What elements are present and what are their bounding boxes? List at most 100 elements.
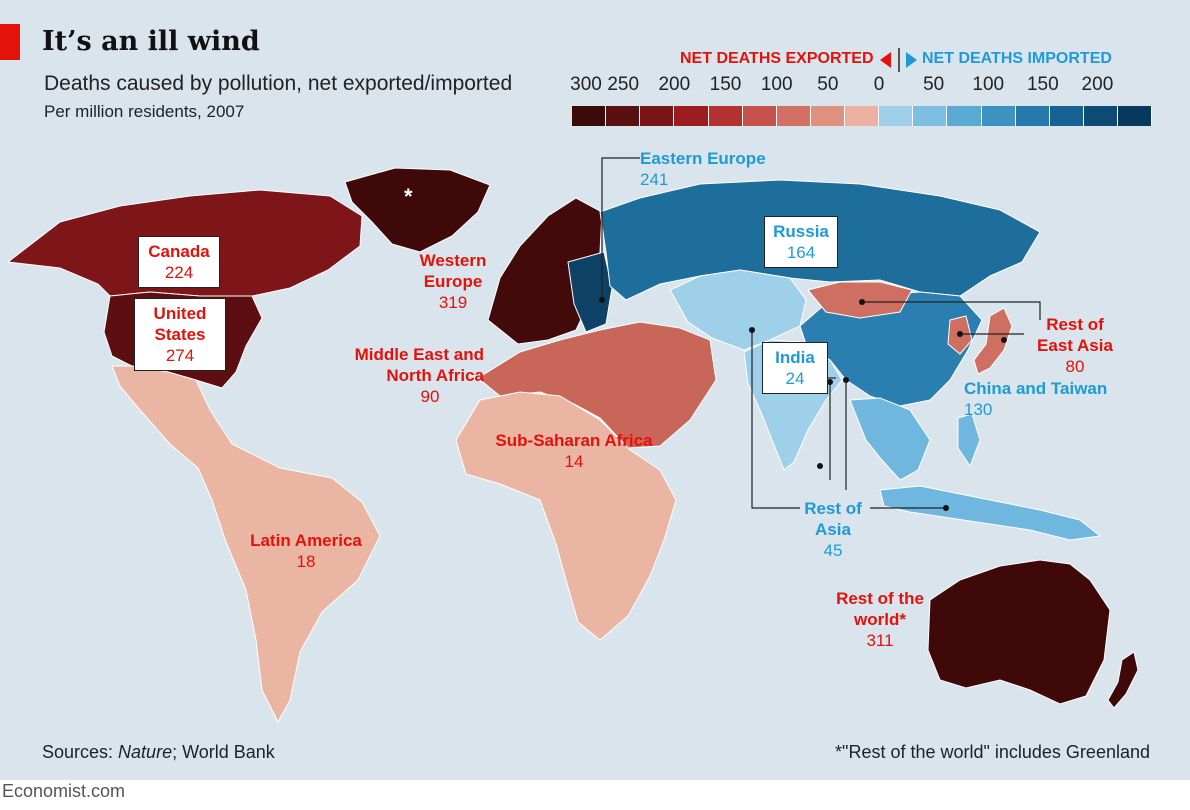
label-canada: Canada 224 (138, 236, 220, 288)
map-frame: It’s an ill wind Deaths caused by pollut… (0, 0, 1190, 780)
region-philippines (957, 413, 981, 468)
legend-swatch-4 (708, 106, 743, 126)
label-rest-asia: Rest of Asia 45 (798, 498, 868, 561)
label-sub-saharan-name: Sub-Saharan Africa (495, 431, 653, 450)
label-latin-america: Latin America 18 (236, 530, 376, 572)
legend-swatch-6 (776, 106, 811, 126)
legend-tick-5: 50 (817, 74, 839, 95)
legend-swatch-10 (913, 106, 948, 126)
region-eastern-europe (567, 251, 613, 333)
label-china-value: 130 (964, 400, 993, 419)
legend-tick-9: 150 (1026, 74, 1059, 95)
label-eastern-europe: Eastern Europe 241 (640, 148, 766, 190)
label-china-name: China and Taiwan (964, 379, 1108, 398)
legend-tick-labels: 300 250 200 150 100 50 0 50 100 150 200 (570, 74, 1152, 100)
label-india-name: India (775, 348, 815, 367)
label-rest-asia-name: Rest of Asia (804, 499, 862, 539)
leader-lines (601, 157, 1041, 509)
sources-italic: Nature (118, 742, 173, 762)
legend-tick-8: 100 (972, 74, 1005, 95)
arrow-right-icon (906, 52, 917, 68)
chart-subtitle: Deaths caused by pollution, net exported… (44, 72, 513, 95)
label-rest-world: Rest of the world* 311 (820, 588, 940, 651)
region-sub-saharan-africa (455, 391, 677, 641)
label-rest-east-asia: Rest of East Asia 80 (1020, 314, 1130, 377)
legend-imported-label: NET DEATHS IMPORTED (922, 50, 1112, 67)
legend-tick-10: 200 (1081, 74, 1114, 95)
label-western-europe: Western Europe 319 (408, 250, 498, 313)
legend-swatch-11 (947, 106, 982, 126)
leader-rest-asia-1 (751, 330, 800, 509)
region-new-zealand (1107, 651, 1139, 709)
label-middle-east: Middle East and North Africa 90 (316, 344, 484, 407)
region-australia (927, 559, 1111, 705)
region-western-europe (487, 197, 603, 345)
label-china: China and Taiwan 130 (964, 378, 1107, 420)
label-western-europe-name: Western Europe (419, 251, 487, 291)
leader-eastern-europe (601, 157, 640, 300)
leader-rest-east-asia (862, 301, 1041, 320)
legend-color-scale (572, 106, 1153, 126)
legend-swatch-13 (1015, 106, 1050, 126)
label-latin-america-name: Latin America (250, 531, 362, 550)
legend-swatch-12 (981, 106, 1016, 126)
chart-title: It’s an ill wind (42, 26, 260, 57)
legend-swatch-5 (742, 106, 777, 126)
legend-swatch-9 (879, 106, 914, 126)
label-latin-america-value: 18 (296, 552, 316, 571)
label-russia: Russia 164 (764, 216, 838, 268)
region-japan (973, 307, 1013, 375)
legend-swatch-3 (674, 106, 709, 126)
sources-prefix: Sources: (42, 742, 119, 762)
chart-subtitle-units: Per million residents, 2007 (44, 102, 245, 121)
legend-swatch-7 (810, 106, 845, 126)
brand-footer: Economist.com (2, 781, 126, 801)
legend-tick-2: 200 (658, 74, 691, 95)
region-indonesia (879, 485, 1102, 541)
label-rest-east-asia-value: 80 (1065, 357, 1085, 376)
label-canada-value: 224 (164, 263, 194, 282)
economist-red-flag (0, 24, 20, 60)
label-united-states-name: United States (153, 304, 207, 344)
legend-tick-3: 150 (709, 74, 742, 95)
label-united-states-value: 274 (165, 346, 195, 365)
sources-note: Sources: Nature; World Bank (42, 742, 275, 763)
region-greenland (344, 167, 491, 253)
label-western-europe-value: 319 (438, 293, 468, 312)
label-rest-world-name: Rest of the world* (836, 589, 924, 629)
legend-swatch-14 (1049, 106, 1084, 126)
legend-swatch-0 (572, 106, 607, 126)
footnote: *"Rest of the world" includes Greenland (835, 742, 1150, 762)
label-rest-east-asia-name: Rest of East Asia (1037, 315, 1113, 355)
label-rest-world-value: 311 (866, 631, 894, 650)
region-latin-america (111, 365, 381, 724)
legend-divider (898, 48, 900, 72)
label-russia-name: Russia (773, 222, 829, 241)
label-rest-asia-value: 45 (823, 541, 843, 560)
legend-tick-1: 250 (607, 74, 640, 95)
arrow-left-icon (880, 52, 891, 68)
sources-suffix: ; World Bank (172, 742, 275, 762)
label-middle-east-value: 90 (420, 387, 440, 406)
legend-tick-6: 0 (873, 74, 885, 95)
legend-swatch-15 (1083, 106, 1118, 126)
legend-swatch-2 (640, 106, 675, 126)
region-southeast-asia (849, 397, 931, 481)
label-united-states: United States 274 (134, 298, 226, 371)
label-india-value: 24 (785, 369, 805, 388)
label-india: India 24 (762, 342, 828, 394)
leader-dots (599, 297, 1007, 511)
label-russia-value: 164 (786, 243, 816, 262)
legend-swatch-16 (1118, 106, 1153, 126)
legend-tick-4: 100 (760, 74, 793, 95)
label-sub-saharan: Sub-Saharan Africa 14 (484, 430, 664, 472)
legend-tick-7: 50 (923, 74, 945, 95)
legend-swatch-8 (845, 106, 880, 126)
legend-exported-label: NET DEATHS EXPORTED (680, 50, 874, 67)
legend-swatch-1 (606, 106, 641, 126)
greenland-asterisk: * (404, 184, 413, 209)
label-canada-name: Canada (148, 242, 210, 261)
label-sub-saharan-value: 14 (564, 452, 584, 471)
label-eastern-europe-name: Eastern Europe (640, 149, 766, 168)
label-middle-east-name: Middle East and North Africa (354, 345, 484, 385)
